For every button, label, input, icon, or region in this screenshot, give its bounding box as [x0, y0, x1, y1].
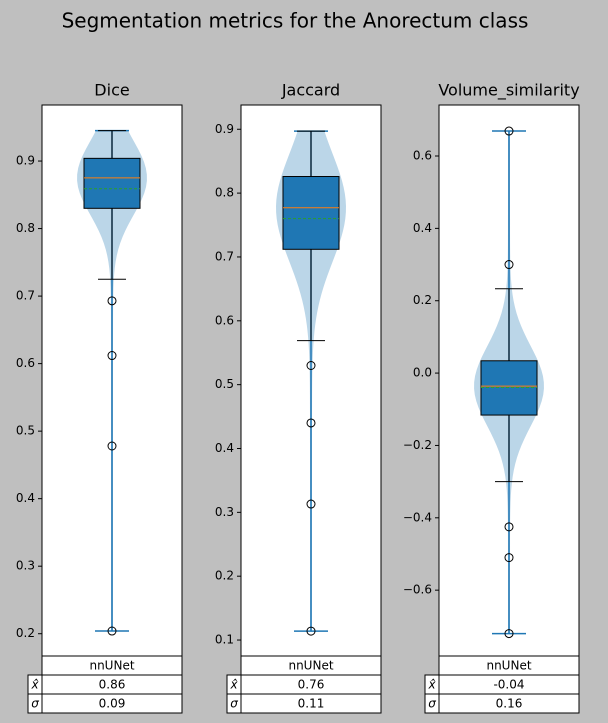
outlier: [107, 441, 117, 451]
table-value: 0.86: [99, 678, 126, 692]
y-tick-label: −0.6: [403, 583, 432, 597]
outlier: [306, 499, 316, 509]
y-tick-label: 0.5: [215, 377, 234, 391]
table-row-label: σ: [230, 697, 238, 711]
y-tick-label: 0.2: [16, 626, 35, 640]
axis-title: Jaccard: [281, 81, 340, 100]
y-tick-label: 0.1: [215, 633, 234, 647]
y-tick-label: 0.7: [16, 289, 35, 303]
table-value: -0.04: [493, 678, 524, 692]
table-value: 0.09: [99, 697, 126, 711]
figure-title: Segmentation metrics for the Anorectum c…: [62, 9, 529, 33]
y-tick-label: 0.4: [16, 491, 35, 505]
y-tick-label: −0.2: [403, 438, 432, 452]
axis-title: Volume_similarity: [438, 81, 579, 101]
outlier: [504, 553, 514, 563]
outlier: [107, 351, 117, 361]
y-tick-label: 0.3: [16, 559, 35, 573]
y-tick-label: 0.2: [215, 569, 234, 583]
table-cell: [438, 693, 580, 714]
y-tick-label: 0.8: [215, 186, 234, 200]
table-row-label: x̂: [229, 678, 238, 692]
y-tick-label: 0.6: [16, 356, 35, 370]
y-tick-label: 0.9: [215, 122, 234, 136]
outlier: [504, 260, 514, 270]
outlier: [504, 522, 514, 532]
y-tick-label: 0.5: [16, 424, 35, 438]
outlier: [306, 626, 316, 636]
y-tick-label: 0.9: [16, 154, 35, 168]
table-cell: [41, 693, 183, 714]
outlier: [306, 418, 316, 428]
table-row-label: x̂: [427, 678, 436, 692]
outlier: [306, 360, 316, 370]
table-row-label: σ: [31, 697, 39, 711]
table-value: 0.16: [496, 697, 523, 711]
outlier: [504, 126, 514, 136]
table-row-label: x̂: [30, 678, 39, 692]
table-row-label: σ: [428, 697, 436, 711]
box: [83, 157, 141, 209]
y-tick-label: 0.3: [215, 505, 234, 519]
box: [282, 176, 340, 250]
y-tick-label: 0.6: [413, 149, 432, 163]
table-value: 0.76: [298, 678, 325, 692]
outlier: [504, 629, 514, 639]
table-column-label: nnUNet: [89, 659, 134, 673]
outlier: [107, 296, 117, 306]
y-tick-label: −0.4: [403, 510, 432, 524]
axis-title: Dice: [94, 81, 129, 100]
y-tick-label: 0.8: [16, 221, 35, 235]
y-tick-label: 0.7: [215, 249, 234, 263]
table-value: 0.11: [298, 697, 325, 711]
outlier: [107, 626, 117, 636]
table-column-label: nnUNet: [486, 659, 531, 673]
y-tick-label: 0.4: [215, 441, 234, 455]
table-cell: [240, 693, 382, 714]
y-tick-label: 0.2: [413, 293, 432, 307]
table-column-label: nnUNet: [288, 659, 333, 673]
y-tick-label: 0.4: [413, 221, 432, 235]
y-tick-label: 0.6: [215, 313, 234, 327]
y-tick-label: 0.0: [413, 366, 432, 380]
